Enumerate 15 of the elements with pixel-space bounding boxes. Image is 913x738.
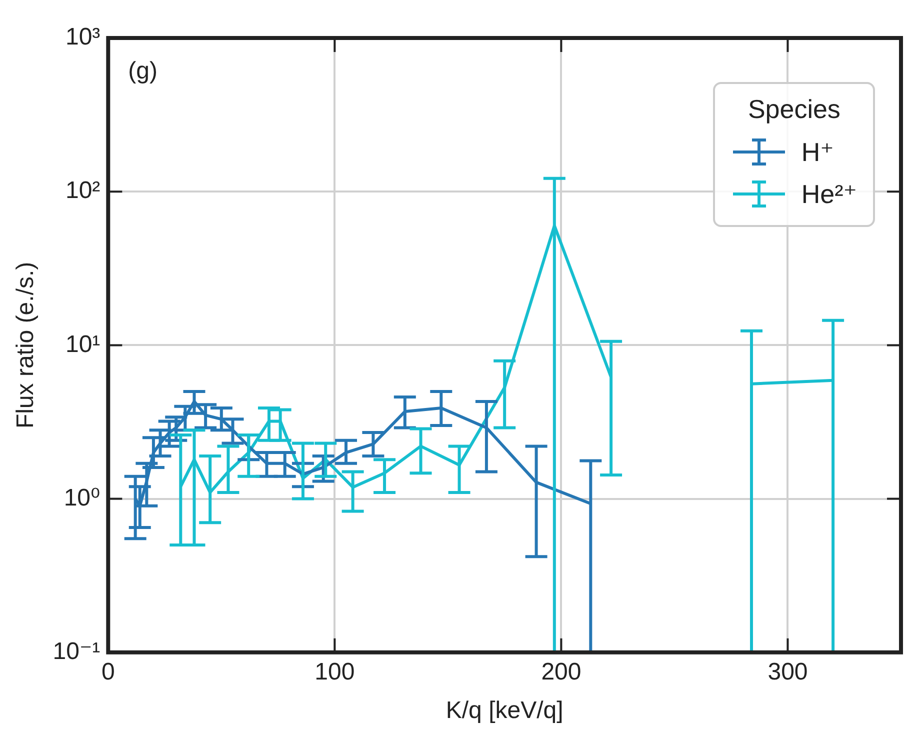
y-tick-label: 10⁰ [64,484,100,512]
x-tick-label: 0 [101,658,115,686]
x-tick-label: 300 [768,658,808,686]
legend-label: H⁺ [801,136,834,168]
y-tick-label: 10² [65,177,100,204]
x-tick-label: 200 [541,658,582,686]
y-tick-label: 10⁻¹ [52,638,100,666]
x-axis-title: K/q [keV/q] [446,697,564,724]
y-tick-label: 10¹ [65,330,100,358]
x-tick-label: 100 [314,658,355,686]
y-tick-label: 10³ [65,24,100,51]
legend-label: He²⁺ [801,178,857,210]
y-axis-title: Flux ratio (e./s.) [12,262,40,429]
annotation: (g) [128,58,158,85]
legend-title: Species [746,94,842,125]
